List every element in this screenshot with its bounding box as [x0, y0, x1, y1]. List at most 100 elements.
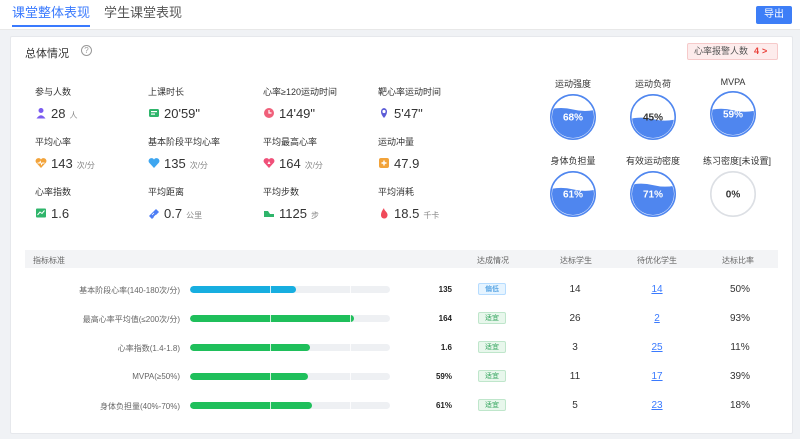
stat-value: 47.9	[394, 156, 420, 171]
stat-label: 靶心率运动时间	[378, 87, 442, 97]
stat-label: 平均步数	[263, 187, 300, 197]
indicator-value: 61%	[435, 401, 452, 410]
chart-icon	[35, 207, 47, 219]
gauge-circle: 61%	[549, 170, 597, 218]
table-row: 最高心率平均值(≤200次/分) 164 适宜 26 2 93%	[25, 304, 778, 333]
shoe-icon	[263, 207, 275, 219]
plus-icon	[378, 157, 390, 169]
indicator-label: MVPA(≥50%)	[132, 372, 180, 381]
stat-item: 上课时长 20'59"	[148, 85, 263, 121]
stat-value-row: 18.5 千卡	[378, 206, 493, 221]
progress-track	[190, 286, 390, 293]
reached-count: 3	[572, 342, 578, 353]
location-icon	[378, 107, 390, 119]
help-icon[interactable]: ?	[81, 45, 92, 56]
stat-value: 5'47"	[394, 106, 423, 121]
gauge-value: 71%	[643, 190, 663, 201]
status-badge: 适宜	[478, 341, 506, 353]
stat-item: 靶心率运动时间 5'47"	[378, 85, 493, 121]
distance-icon	[148, 207, 160, 219]
stat-item: 平均步数 1125 步	[263, 185, 378, 221]
chevron-right-icon: >	[762, 46, 768, 56]
progress-tick	[350, 402, 351, 409]
tab-class-overall[interactable]: 课堂整体表现	[12, 5, 91, 27]
heart-peak-icon	[263, 157, 275, 169]
tab-student-performance[interactable]: 学生课堂表现	[104, 5, 183, 20]
to-optimize-link[interactable]: 14	[651, 284, 663, 295]
stat-value-row: 28 人	[35, 106, 150, 121]
ratio-value: 93%	[729, 313, 750, 324]
indicator-value: 135	[438, 285, 452, 294]
stat-value: 1.6	[51, 206, 70, 221]
progress-tick	[270, 402, 271, 409]
heart-rate-alarm-button[interactable]: 心率报警人数 4 >	[687, 43, 778, 60]
stat-value-row: 135 次/分	[148, 156, 263, 171]
gauge-label: 有效运动密度	[625, 156, 680, 166]
gauge-circle: 45%	[629, 93, 677, 141]
stat-value: 135	[164, 156, 186, 171]
clock-icon	[263, 107, 275, 119]
stat-label: 平均距离	[148, 187, 185, 197]
progress-track	[190, 315, 390, 322]
indicator-label: 心率指数(1.4-1.8)	[117, 344, 180, 353]
gauge: 运动负荷 45%	[623, 77, 683, 146]
header-indicator: 指标标准	[33, 256, 65, 265]
header-to-optimize: 待优化学生	[637, 256, 677, 265]
progress-tick	[350, 286, 351, 293]
stat-value: 0.7	[164, 206, 183, 221]
reached-count: 14	[569, 284, 581, 295]
stat-item: 平均距离 0.7 公里	[148, 185, 263, 221]
gauge-circle: 71%	[629, 170, 677, 218]
gauge: 运动强度 68%	[543, 77, 603, 146]
stat-item: 基本阶段平均心率 135 次/分	[148, 135, 263, 171]
progress-tick	[270, 315, 271, 322]
table-row: 身体负担量(40%-70%) 61% 适宜 5 23 18%	[25, 391, 778, 420]
stat-value: 164	[279, 156, 301, 171]
gauge: MVPA 59%	[703, 77, 763, 143]
stat-label: 上课时长	[148, 87, 185, 97]
stat-unit: 次/分	[304, 161, 323, 170]
table-row: 基本阶段心率(140-180次/分) 135 偏低 14 14 50%	[25, 275, 778, 304]
flame-icon	[378, 207, 390, 219]
status-badge: 适宜	[478, 312, 506, 324]
reached-count: 11	[569, 371, 581, 382]
stat-item: 心率指数 1.6	[35, 185, 150, 221]
ratio-value: 39%	[729, 371, 750, 382]
progress-track	[190, 402, 390, 409]
stat-label: 心率指数	[35, 187, 72, 197]
stat-unit: 步	[310, 211, 319, 220]
stat-item: 参与人数 28 人	[35, 85, 150, 121]
reached-count: 5	[572, 400, 578, 411]
to-optimize-link[interactable]: 23	[651, 400, 663, 411]
indicator-value: 59%	[435, 372, 452, 381]
indicator-label: 身体负担量(40%-70%)	[99, 402, 180, 411]
progress-fill	[190, 344, 310, 351]
indicator-label: 最高心率平均值(≤200次/分)	[82, 315, 180, 324]
progress-fill	[190, 373, 308, 380]
gauge-value: 61%	[563, 190, 583, 201]
stat-item: 平均心率 143 次/分	[35, 135, 150, 171]
stat-value: 1125	[279, 206, 307, 221]
stat-label: 运动冲量	[378, 137, 415, 147]
stat-label: 平均心率	[35, 137, 72, 147]
stat-value-row: 5'47"	[378, 106, 493, 121]
stat-value: 18.5	[394, 206, 420, 221]
to-optimize-link[interactable]: 2	[654, 313, 660, 324]
stat-value-row: 164 次/分	[263, 156, 378, 171]
to-optimize-link[interactable]: 25	[651, 342, 663, 353]
progress-fill	[190, 315, 354, 322]
stat-label: 参与人数	[35, 87, 72, 97]
stat-value: 20'59"	[164, 106, 201, 121]
gauge-label: 身体负担量	[550, 156, 596, 166]
person-icon	[35, 107, 47, 119]
stat-unit: 次/分	[189, 161, 208, 170]
indicator-value: 1.6	[440, 343, 452, 352]
gauge: 练习密度[未设置] 0%	[703, 154, 771, 223]
indicator-table: 指标标准 达成情况 达标学生 待优化学生 达标比率 基本阶段心率(140-180…	[25, 250, 778, 411]
to-optimize-link[interactable]: 17	[651, 371, 663, 382]
gauge-value: 45%	[643, 113, 663, 124]
header-reached: 达标学生	[560, 256, 592, 265]
export-button[interactable]: 导出	[756, 6, 792, 24]
stat-unit: 次/分	[76, 161, 95, 170]
stat-value-row: 14'49"	[263, 106, 378, 121]
